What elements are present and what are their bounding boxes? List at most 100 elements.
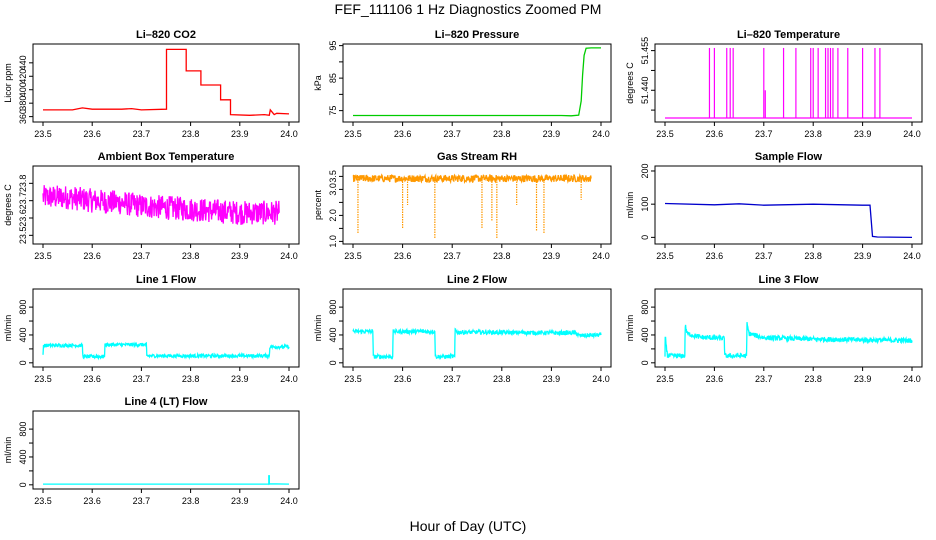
x-tick-label: 24.0 [280,129,298,139]
x-tick-label: 24.0 [592,251,610,261]
data-layer [664,202,913,239]
data-layer [42,341,290,361]
data-layer [664,322,913,360]
y-tick-label: 3.0 [328,183,338,196]
x-tick-label: 23.8 [493,129,511,139]
x-tick-label: 23.8 [493,374,511,384]
y-tick-label: 1.0 [328,235,338,248]
y-tick-label: 800 [18,422,28,437]
x-tick-label: 24.0 [903,374,921,384]
x-tick-label: 23.7 [755,251,773,261]
series-line [664,202,913,239]
chart-title: Sample Flow [755,151,823,163]
series-line [353,47,601,117]
y-tick-label: 400 [640,327,650,342]
data-layer [352,327,602,361]
chart-panel-2: Li–820 Pressure kPa 75 85 95 23.5 23.6 23.7 23.8… [313,29,612,139]
series-line [42,185,280,225]
chart-panel-3: Li–820 Temperature degrees C 51.440 51.455 2… [625,29,923,139]
y-tick-label: 0 [328,360,338,365]
data-layer [43,48,290,117]
x-tick-label: 23.7 [755,129,773,139]
series-line [352,327,602,361]
y-tick-label: 200 [640,163,650,178]
y-axis-label: degrees C [3,184,13,226]
chart-panel-10: Line 4 (LT) Flow ml/min 0 400 800 23.5 23.6 23.… [3,396,300,506]
y-tick-label: 23.5 [18,227,28,245]
y-axis-label: Licor ppm [3,63,13,103]
y-tick-label: 380 [18,96,28,111]
x-tick-label: 23.9 [231,496,249,506]
x-tick-label: 23.9 [231,374,249,384]
y-axis-label: kPa [313,75,323,91]
chart-title: Li–820 Temperature [737,29,840,41]
x-tick-label: 23.9 [543,374,561,384]
x-tick-label: 23.8 [182,129,200,139]
x-tick-label: 23.6 [83,496,101,506]
x-tick-label: 24.0 [903,251,921,261]
x-tick-label: 23.8 [804,251,822,261]
x-tick-label: 23.9 [231,251,249,261]
x-tick-label: 23.5 [34,251,52,261]
x-tick-label: 23.5 [656,374,674,384]
chart-panel-6: Sample Flow ml/min 0 100 200 23.5 23.6 23.7 23.8… [625,151,923,261]
x-tick-label: 23.6 [83,374,101,384]
plot-frame [32,410,300,490]
x-tick-label: 23.8 [182,496,200,506]
x-tick-label: 23.8 [804,129,822,139]
x-tick-label: 23.8 [493,251,511,261]
x-tick-label: 23.9 [231,129,249,139]
chart-title: Line 4 (LT) Flow [125,396,208,408]
x-tick-label: 23.7 [443,251,461,261]
chart-title: Line 3 Flow [759,274,819,286]
chart-title: Line 2 Flow [447,274,507,286]
chart-panel-9: Line 3 Flow ml/min 0 400 800 23.5 23.6 23.7 23.8… [625,274,923,384]
data-layer [42,185,280,225]
x-tick-label: 23.9 [543,129,561,139]
plot-frame [342,288,612,368]
series-line [42,341,290,361]
series-line [352,173,592,185]
y-axis-label: ml/min [625,192,635,219]
y-tick-label: 420 [18,69,28,84]
y-tick-label: 51.440 [640,77,650,105]
x-tick-label: 23.7 [443,374,461,384]
x-tick-label: 23.9 [543,251,561,261]
y-tick-label: 0 [640,360,650,365]
data-layer [43,475,290,486]
series-line [43,475,290,486]
x-tick-label: 23.9 [854,251,872,261]
x-tick-label: 23.5 [34,496,52,506]
y-tick-label: 23.6 [18,209,28,227]
x-tick-label: 23.7 [443,129,461,139]
x-tick-label: 23.7 [133,251,151,261]
chart-panel-8: Line 2 Flow ml/min 0 400 800 23.5 23.6 23.7 23.8… [313,274,612,384]
y-tick-label: 440 [18,55,28,70]
chart-title: Li–820 CO2 [136,29,196,41]
chart-panel-7: Line 1 Flow ml/min 0 400 800 23.5 23.6 23.7 23.8… [3,274,300,384]
y-tick-label: 400 [18,327,28,342]
data-layer [352,173,592,239]
y-tick-label: 800 [328,300,338,315]
plot-frame [654,165,923,245]
x-tick-label: 23.9 [854,374,872,384]
y-tick-label: 100 [640,197,650,212]
x-tick-label: 23.7 [133,129,151,139]
y-tick-label: 800 [640,300,650,315]
x-tick-label: 23.6 [394,374,412,384]
data-layer [353,47,601,117]
y-tick-label: 400 [328,327,338,342]
data-layer [665,47,912,119]
y-tick-label: 3.5 [328,170,338,183]
x-tick-label: 23.5 [344,374,362,384]
x-tick-label: 23.6 [83,251,101,261]
x-tick-label: 23.5 [34,129,52,139]
y-tick-label: 95 [328,41,338,51]
x-tick-label: 23.5 [344,129,362,139]
x-tick-label: 23.6 [706,251,724,261]
y-axis-label: ml/min [625,315,635,342]
plot-frame [32,288,300,368]
x-tick-label: 24.0 [592,129,610,139]
x-tick-label: 23.8 [804,374,822,384]
